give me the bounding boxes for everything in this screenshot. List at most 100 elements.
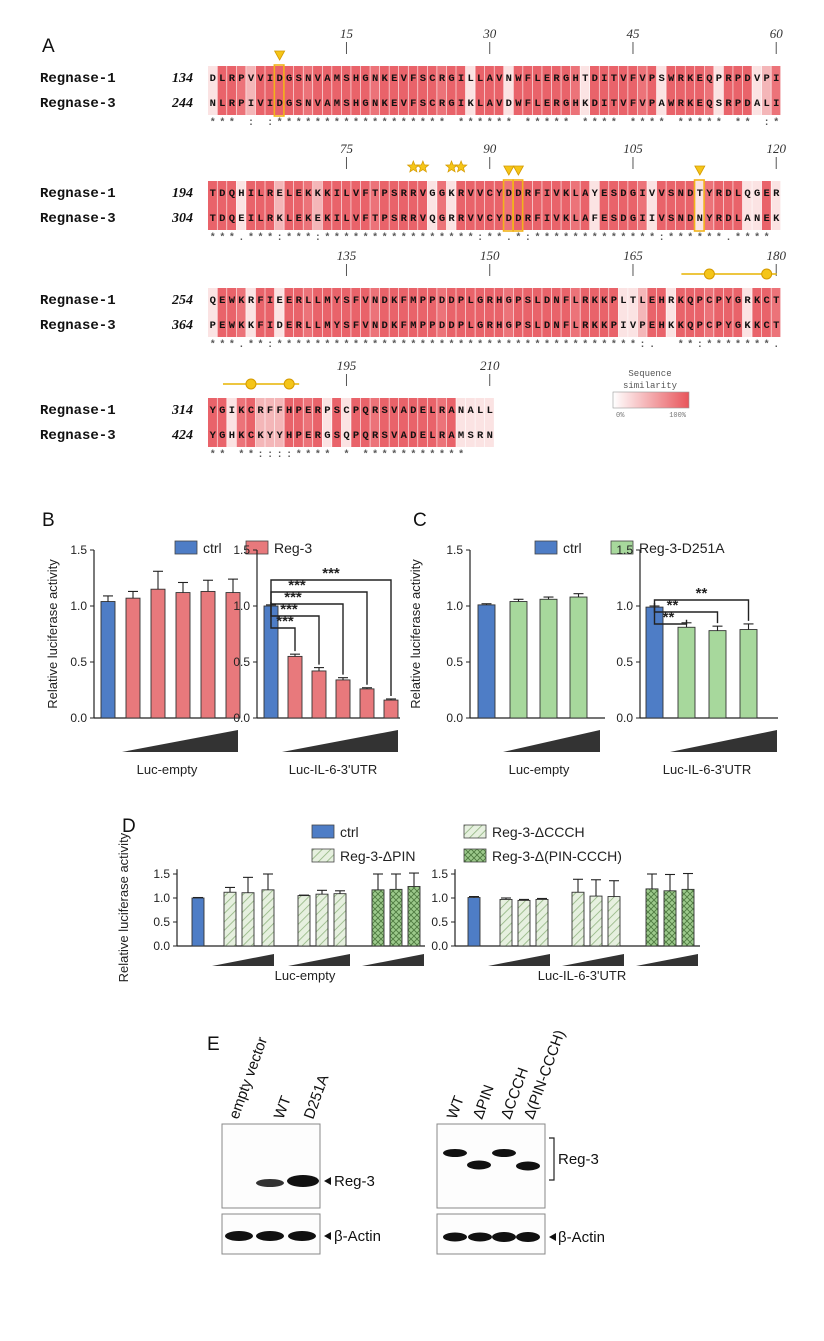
residue-cell xyxy=(551,288,561,337)
conservation-mark: * xyxy=(410,117,416,129)
residue: D xyxy=(410,405,416,417)
residue: K xyxy=(257,430,264,442)
band xyxy=(256,1231,284,1241)
residue: L xyxy=(477,405,483,417)
residue: G xyxy=(563,98,569,110)
significance-bracket xyxy=(270,601,320,665)
residue: E xyxy=(315,213,321,225)
residue: I xyxy=(544,213,550,225)
conservation-mark: * xyxy=(496,339,502,351)
bar xyxy=(708,630,727,719)
residue: Y xyxy=(334,320,341,332)
residue: Q xyxy=(210,295,216,307)
residue-cell xyxy=(599,181,609,230)
residue: L xyxy=(286,213,292,225)
conservation-mark: * xyxy=(286,232,292,244)
conservation-mark: * xyxy=(611,339,617,351)
bar xyxy=(200,590,216,719)
sequence-name: Regnase-3 xyxy=(40,96,116,112)
bar xyxy=(663,890,677,947)
conservation-mark: : xyxy=(258,450,264,461)
bar xyxy=(125,597,141,719)
residue-cell xyxy=(246,288,256,337)
residue: E xyxy=(286,320,292,332)
residue-cell xyxy=(208,398,217,447)
residue: R xyxy=(296,295,303,307)
residue-cell xyxy=(360,66,370,115)
conservation-mark: * xyxy=(458,232,464,244)
bar xyxy=(517,899,531,947)
residue-cell xyxy=(399,66,408,115)
residue: M xyxy=(410,320,416,332)
residue: I xyxy=(601,73,607,85)
residue-cell xyxy=(437,398,447,447)
residue-cell xyxy=(456,288,466,337)
residue-cell xyxy=(322,288,332,337)
residue: H xyxy=(238,188,244,200)
residue-cell xyxy=(370,398,380,447)
residue-cell xyxy=(513,66,523,115)
residue: G xyxy=(630,213,636,225)
conservation-mark: * xyxy=(449,339,455,351)
residue: K xyxy=(467,98,474,110)
conservation-mark: * xyxy=(458,117,464,129)
residue: A xyxy=(754,98,761,110)
conservation-mark: * xyxy=(611,117,617,129)
residue: R xyxy=(553,98,560,110)
conservation-mark: * xyxy=(382,232,388,244)
residue: K xyxy=(391,320,398,332)
lane-empty-vector: empty vector xyxy=(226,1035,271,1122)
legend-swatch xyxy=(610,540,634,555)
residue: R xyxy=(525,188,532,200)
conservation-mark: * xyxy=(582,339,588,351)
conservation-mark: . xyxy=(773,340,779,351)
residue-cell xyxy=(322,181,332,230)
residue: I xyxy=(267,98,273,110)
residue-cell xyxy=(332,288,342,337)
residue-cell xyxy=(618,181,628,230)
conservation-mark: * xyxy=(315,117,321,129)
residue: V xyxy=(620,98,627,110)
significance-label: *** xyxy=(288,577,306,594)
residue: S xyxy=(611,213,617,225)
conservation-mark: * xyxy=(343,117,349,129)
conservation-mark: * xyxy=(324,449,330,461)
conservation-mark: * xyxy=(439,117,445,129)
y-tick-label: 1.0 xyxy=(70,599,87,613)
conservation-mark: * xyxy=(363,339,369,351)
residue: V xyxy=(630,320,637,332)
residue: E xyxy=(296,188,302,200)
residue: D xyxy=(544,320,550,332)
residue-cell xyxy=(580,288,590,337)
conservation-mark: * xyxy=(401,449,407,461)
residue-cell xyxy=(284,398,294,447)
residue-cell xyxy=(284,181,294,230)
ruler-label: 165 xyxy=(623,248,643,263)
bar xyxy=(150,588,166,719)
residue: S xyxy=(420,98,426,110)
legend-label: ctrl xyxy=(340,824,359,840)
significance-label: ** xyxy=(663,609,675,626)
ruler-label: 75 xyxy=(340,141,354,156)
residue: R xyxy=(439,98,446,110)
residue-cell xyxy=(484,181,494,230)
y-tick-label: 1.5 xyxy=(616,543,633,557)
conservation-mark: * xyxy=(219,449,225,461)
residue: F xyxy=(410,73,416,85)
residue: L xyxy=(315,320,321,332)
residue: L xyxy=(429,405,435,417)
bar xyxy=(383,699,399,719)
bar xyxy=(359,688,375,719)
residue: D xyxy=(725,213,731,225)
active-site-box xyxy=(693,179,705,232)
residue-cell xyxy=(723,66,733,115)
residue-cell xyxy=(570,66,580,115)
residue-cell xyxy=(761,66,771,115)
residue-cell xyxy=(465,398,475,447)
residue: R xyxy=(372,405,379,417)
ruler-label: 150 xyxy=(480,248,500,263)
residue: N xyxy=(458,405,464,417)
residue: K xyxy=(238,320,245,332)
conservation-mark: * xyxy=(286,339,292,351)
residue-cell xyxy=(484,288,494,337)
